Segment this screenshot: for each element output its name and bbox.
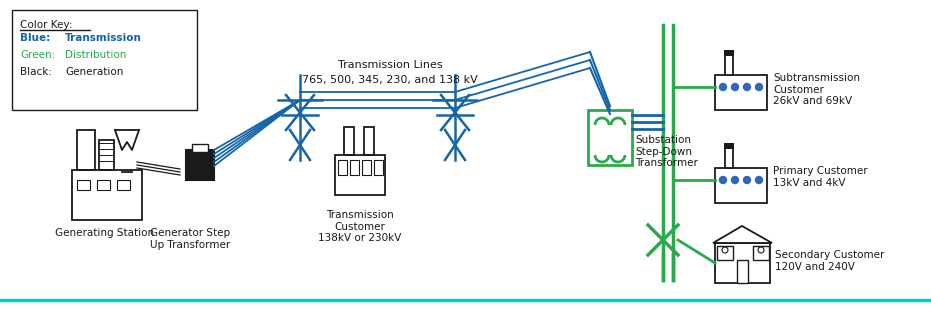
Circle shape <box>755 83 762 91</box>
Polygon shape <box>713 226 772 243</box>
Bar <box>97 180 110 190</box>
Bar <box>77 130 95 170</box>
Circle shape <box>732 176 738 184</box>
Text: Generator Step
Up Transformer: Generator Step Up Transformer <box>150 228 230 250</box>
Text: 765, 500, 345, 230, and 138 kV: 765, 500, 345, 230, and 138 kV <box>303 75 478 85</box>
Bar <box>737 260 748 283</box>
Bar <box>374 160 383 175</box>
Circle shape <box>755 176 762 184</box>
Text: Transmission Lines: Transmission Lines <box>338 60 442 70</box>
Text: Black:: Black: <box>20 67 52 77</box>
Text: Distribution: Distribution <box>65 50 127 60</box>
Bar <box>715 75 767 110</box>
Circle shape <box>744 83 750 91</box>
Text: Transmission: Transmission <box>65 33 142 43</box>
Bar <box>117 180 130 190</box>
Bar <box>99 140 114 170</box>
Bar <box>717 246 733 260</box>
Text: Generation: Generation <box>65 67 124 77</box>
Text: Substation
Step-Down
Transformer: Substation Step-Down Transformer <box>635 135 698 168</box>
Bar <box>724 143 734 149</box>
Bar <box>753 246 769 260</box>
Bar <box>335 155 385 195</box>
Bar <box>344 127 354 155</box>
Text: Green:: Green: <box>20 50 55 60</box>
Bar <box>192 144 208 152</box>
Circle shape <box>732 83 738 91</box>
Text: Blue:: Blue: <box>20 33 50 43</box>
Bar <box>364 127 374 155</box>
Bar <box>77 180 90 190</box>
Circle shape <box>720 176 726 184</box>
Circle shape <box>744 176 750 184</box>
Text: Transmission
Customer
138kV or 230kV: Transmission Customer 138kV or 230kV <box>318 210 401 243</box>
Bar <box>362 160 371 175</box>
Bar <box>12 10 197 110</box>
Bar <box>186 150 214 180</box>
Bar <box>715 168 767 203</box>
Circle shape <box>720 83 726 91</box>
Bar <box>338 160 347 175</box>
Text: Color Key:: Color Key: <box>20 20 73 30</box>
Text: Primary Customer
13kV and 4kV: Primary Customer 13kV and 4kV <box>773 166 868 188</box>
Bar <box>588 110 632 165</box>
Bar <box>724 50 734 56</box>
Bar <box>715 243 770 283</box>
Bar <box>72 170 142 220</box>
Text: Secondary Customer
120V and 240V: Secondary Customer 120V and 240V <box>775 250 884 272</box>
Text: Generating Station: Generating Station <box>56 228 155 238</box>
Bar <box>350 160 359 175</box>
Text: Subtransmission
Customer
26kV and 69kV: Subtransmission Customer 26kV and 69kV <box>773 73 860 106</box>
Bar <box>725 55 733 75</box>
Bar <box>725 148 733 168</box>
